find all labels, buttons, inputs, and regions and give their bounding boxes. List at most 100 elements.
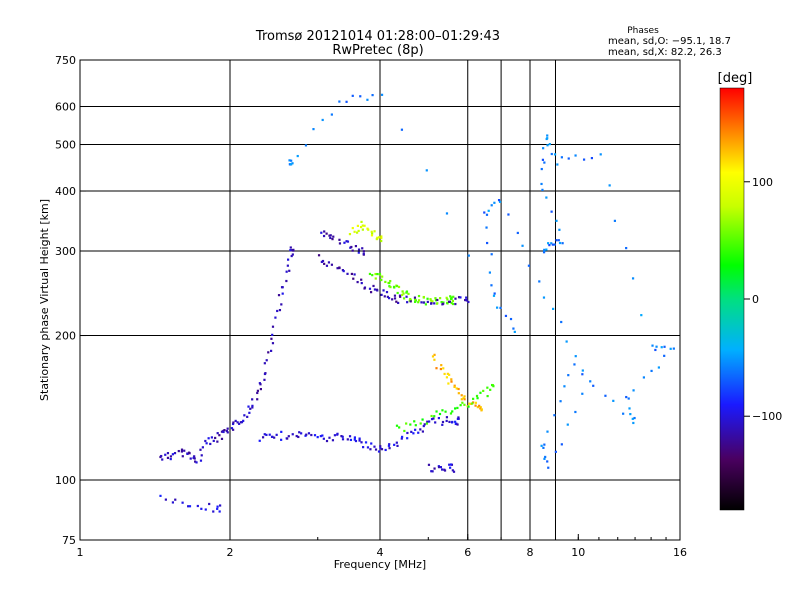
echo-point bbox=[351, 226, 354, 230]
echo-point bbox=[258, 382, 261, 385]
echo-point bbox=[550, 242, 553, 245]
echo-point bbox=[436, 298, 439, 302]
echo-point bbox=[263, 433, 266, 436]
echo-point bbox=[449, 466, 452, 469]
echo-point bbox=[259, 383, 262, 386]
colorbar-tick-label: 100 bbox=[752, 176, 773, 189]
stats-title: Phases bbox=[627, 26, 659, 36]
echo-point bbox=[557, 239, 560, 242]
echo-point bbox=[548, 143, 551, 146]
stats-x-label: mean, sd,X: 82.2, 26.3 bbox=[608, 47, 722, 58]
echo-point bbox=[247, 405, 250, 408]
echo-point bbox=[547, 466, 550, 469]
echo-point bbox=[456, 417, 459, 421]
echo-point bbox=[542, 251, 546, 254]
echo-point bbox=[270, 435, 274, 438]
echo-point bbox=[447, 382, 450, 385]
echo-point bbox=[516, 231, 519, 235]
echo-point bbox=[232, 428, 235, 431]
echo-point bbox=[625, 246, 628, 250]
echo-point bbox=[346, 272, 349, 275]
echo-point bbox=[181, 455, 184, 458]
echo-point bbox=[376, 236, 379, 239]
echo-point bbox=[669, 347, 672, 350]
echo-point bbox=[455, 422, 458, 425]
echo-point bbox=[450, 380, 453, 383]
echo-point bbox=[238, 422, 241, 425]
echo-point bbox=[187, 505, 190, 508]
echo-point bbox=[551, 243, 554, 246]
echo-point bbox=[424, 303, 427, 306]
echo-point bbox=[550, 210, 553, 213]
echo-point bbox=[561, 242, 564, 245]
y-tick-label: 300 bbox=[55, 245, 76, 258]
echo-point bbox=[426, 297, 429, 300]
echo-point bbox=[553, 243, 556, 246]
echo-point bbox=[205, 442, 208, 445]
echo-point bbox=[351, 249, 354, 252]
echo-point bbox=[599, 153, 602, 156]
echo-point bbox=[328, 234, 331, 237]
echo-point bbox=[474, 401, 477, 404]
echo-point bbox=[457, 387, 460, 391]
echo-point bbox=[356, 224, 359, 227]
echo-point bbox=[265, 359, 268, 362]
echo-point bbox=[248, 411, 251, 414]
echo-point bbox=[199, 459, 203, 462]
data-points bbox=[159, 93, 675, 513]
echo-point bbox=[650, 369, 653, 373]
echo-point bbox=[368, 272, 372, 276]
echo-point bbox=[420, 301, 423, 304]
echo-point bbox=[400, 128, 404, 131]
echo-point bbox=[199, 448, 202, 451]
echo-point bbox=[280, 430, 283, 433]
echo-point bbox=[437, 416, 441, 420]
echo-point bbox=[434, 297, 437, 300]
echo-point bbox=[362, 252, 365, 255]
echo-point bbox=[256, 391, 259, 395]
echo-point bbox=[613, 219, 617, 222]
echo-point bbox=[360, 220, 363, 223]
echo-point bbox=[359, 95, 362, 98]
echo-point bbox=[400, 437, 403, 440]
echo-point bbox=[451, 469, 454, 472]
echo-point bbox=[402, 297, 406, 300]
echo-point bbox=[382, 289, 385, 292]
echo-point bbox=[216, 440, 219, 443]
echo-point bbox=[417, 301, 420, 304]
echo-point bbox=[323, 230, 326, 233]
echo-point bbox=[482, 389, 485, 392]
echo-point bbox=[449, 463, 453, 466]
echo-point bbox=[288, 163, 291, 166]
echo-point bbox=[313, 434, 317, 437]
echo-point bbox=[281, 292, 284, 295]
echo-point bbox=[389, 279, 392, 283]
echo-point bbox=[370, 234, 374, 237]
echo-point bbox=[208, 502, 211, 506]
echo-point bbox=[256, 398, 259, 401]
x-tick-label: 4 bbox=[377, 546, 384, 559]
axis-ticks: 1 2 4 6 8 10 16 75 100 200 300 400 500 600 750 bbox=[55, 54, 687, 559]
echo-point bbox=[492, 385, 495, 388]
echo-point bbox=[333, 434, 337, 437]
echo-point bbox=[354, 244, 358, 248]
echo-point bbox=[395, 300, 398, 303]
echo-point bbox=[358, 439, 361, 442]
echo-point bbox=[442, 302, 445, 305]
echo-point bbox=[180, 448, 184, 451]
echo-point bbox=[541, 158, 545, 161]
echo-point bbox=[285, 279, 288, 283]
echo-point bbox=[336, 432, 339, 435]
echo-point bbox=[403, 429, 406, 433]
echo-point bbox=[633, 416, 636, 420]
echo-point bbox=[346, 240, 350, 243]
echo-point bbox=[383, 295, 386, 298]
echo-point bbox=[555, 239, 558, 242]
echo-point bbox=[393, 443, 396, 446]
echo-point bbox=[376, 289, 379, 292]
echo-point bbox=[442, 301, 445, 304]
echo-point bbox=[251, 398, 254, 401]
echo-point bbox=[377, 236, 381, 239]
echo-point bbox=[359, 225, 363, 229]
echo-point bbox=[343, 241, 346, 244]
